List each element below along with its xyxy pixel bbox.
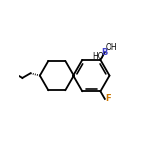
Text: HO: HO — [93, 52, 104, 61]
Text: F: F — [105, 94, 111, 103]
Text: B: B — [102, 48, 108, 57]
Text: OH: OH — [105, 43, 117, 52]
